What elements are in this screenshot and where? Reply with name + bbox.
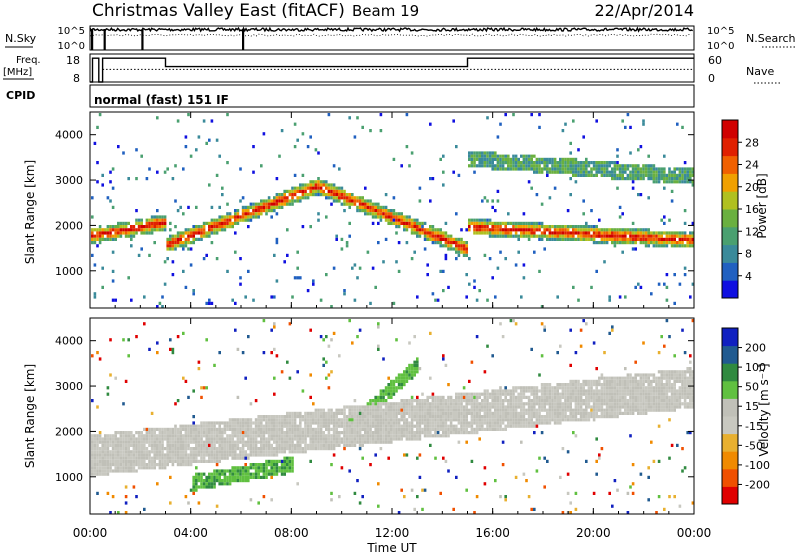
- nsearch-tick-bottom: 10^0: [707, 41, 734, 52]
- colorbar-segment: [722, 345, 738, 364]
- colorbar-segment: [722, 191, 738, 210]
- freq-tick-top: 18: [66, 54, 80, 67]
- x-tick-label: 12:00: [375, 526, 410, 540]
- power-cbar-tick: 4: [745, 270, 752, 283]
- y-tick-label: 1000: [55, 471, 83, 484]
- nsky-dropout: [242, 29, 245, 50]
- y-tick-label: 4000: [55, 335, 83, 348]
- power-cbar-tick: 16: [745, 203, 759, 216]
- colorbar-segment: [722, 433, 738, 452]
- velocity-cbar-tick: 200: [745, 342, 766, 355]
- velocity-cbar-tick: 100: [745, 361, 766, 374]
- x-tick-label: 00:00: [677, 526, 712, 540]
- velocity-cbar-tick: -100: [745, 459, 770, 472]
- freq-label: Freq.: [16, 55, 41, 66]
- freq-tick-bottom: 8: [73, 72, 80, 85]
- figure-title: Christmas Valley East (fitACF): [92, 1, 345, 21]
- colorbar-segment: [722, 363, 738, 382]
- nave-tick-top: 60: [708, 54, 722, 67]
- nsky-dropout: [141, 29, 144, 50]
- nsky-label: N.Sky: [5, 32, 37, 45]
- colorbar-segment: [722, 137, 738, 157]
- cpid-label: CPID: [6, 89, 35, 102]
- y-tick-label: 2000: [55, 219, 83, 232]
- y-tick-label: 3000: [55, 174, 83, 187]
- x-tick-label: 00:00: [73, 526, 108, 540]
- velocity-cbar-tick: 50: [745, 381, 759, 394]
- nave-label: Nave: [746, 65, 774, 78]
- colorbar-segment: [722, 416, 738, 435]
- power-cbar-tick: 28: [745, 136, 759, 149]
- nsky-tick-bottom: 10^0: [58, 41, 85, 52]
- colorbar-segment: [722, 120, 738, 139]
- time-axis: 00:00 04:00 08:00 12:00 16:00 20:00 00:00: [73, 112, 712, 540]
- nave-tick-bottom: 0: [708, 72, 715, 85]
- velocity-cbar-tick: -15: [745, 420, 763, 433]
- colorbar-segment: [722, 209, 738, 228]
- velocity-heatmap: [91, 319, 695, 515]
- power-cbar-label: Power [dB]: [755, 173, 769, 238]
- colorbar-segment: [722, 468, 738, 487]
- cpid-panel: CPID normal (fast) 151 IF: [6, 84, 695, 108]
- power-cbar-tick: 24: [745, 159, 759, 172]
- nsearch-tick-top: 10^5: [707, 26, 734, 37]
- colorbar-segment: [722, 155, 738, 174]
- velocity-cbar-label: Velocity [m s⁻¹]: [757, 363, 771, 456]
- velocity-panel: Slant Range [km] 1000 2000 3000 4000 -200 -1…: [23, 317, 771, 515]
- date-label: 22/Apr/2014: [594, 1, 694, 20]
- x-tick-label: 16:00: [475, 526, 510, 540]
- y-tick-label: 4000: [55, 129, 83, 142]
- colorbar-segment: [722, 451, 738, 470]
- y-tick-label: 1000: [55, 265, 83, 278]
- colorbar-segment: [722, 262, 738, 281]
- nsky-dropout: [91, 29, 94, 50]
- colorbar-segment: [722, 398, 738, 417]
- cpid-text: normal (fast) 151 IF: [94, 93, 229, 107]
- power-colorbar: 4 8 12 16 20 24 28: [721, 119, 759, 299]
- x-tick-label: 04:00: [173, 526, 208, 540]
- power-cbar-tick: 20: [745, 181, 759, 194]
- velocity-ylabel: Slant Range [km]: [23, 364, 37, 468]
- nsearch-label: N.Search: [746, 32, 796, 45]
- colorbar-segment: [722, 486, 738, 505]
- colorbar-segment: [722, 280, 738, 299]
- y-tick-label: 2000: [55, 425, 83, 438]
- power-cbar-tick: 12: [745, 225, 759, 238]
- freq-panel: Freq. [MHz] 18 8 60 0 Nave: [3, 53, 780, 85]
- colorbar-segment: [722, 380, 738, 399]
- velocity-cbar-tick: -50: [745, 439, 763, 452]
- colorbar-segment: [722, 173, 738, 192]
- power-heatmap: [91, 113, 695, 309]
- x-tick-label: 20:00: [576, 526, 611, 540]
- power-panel: Slant Range [km] 1000 2000 3000 4000 4 8 12 16…: [23, 111, 769, 309]
- beam-label: Beam 19: [352, 2, 419, 20]
- velocity-colorbar: -200 -100 -50 -15 15 50 100 200: [721, 327, 770, 505]
- velocity-cbar-tick: 15: [745, 400, 759, 413]
- x-axis-label: Time UT: [366, 541, 417, 554]
- power-ylabel: Slant Range [km]: [23, 160, 37, 264]
- nsky-dropout: [103, 29, 106, 50]
- y-tick-label: 3000: [55, 380, 83, 393]
- x-tick-label: 08:00: [274, 526, 309, 540]
- freq-unit-label: [MHz]: [3, 67, 32, 78]
- nsky-tick-top: 10^5: [58, 26, 85, 37]
- colorbar-segment: [722, 244, 738, 263]
- power-cbar-tick: 8: [745, 248, 752, 261]
- colorbar-segment: [722, 226, 738, 246]
- velocity-cbar-tick: -200: [745, 478, 770, 491]
- nsky-panel: N.Sky 10^5 10^0 10^5 10^0 N.Search: [5, 25, 796, 52]
- colorbar-segment: [722, 328, 738, 347]
